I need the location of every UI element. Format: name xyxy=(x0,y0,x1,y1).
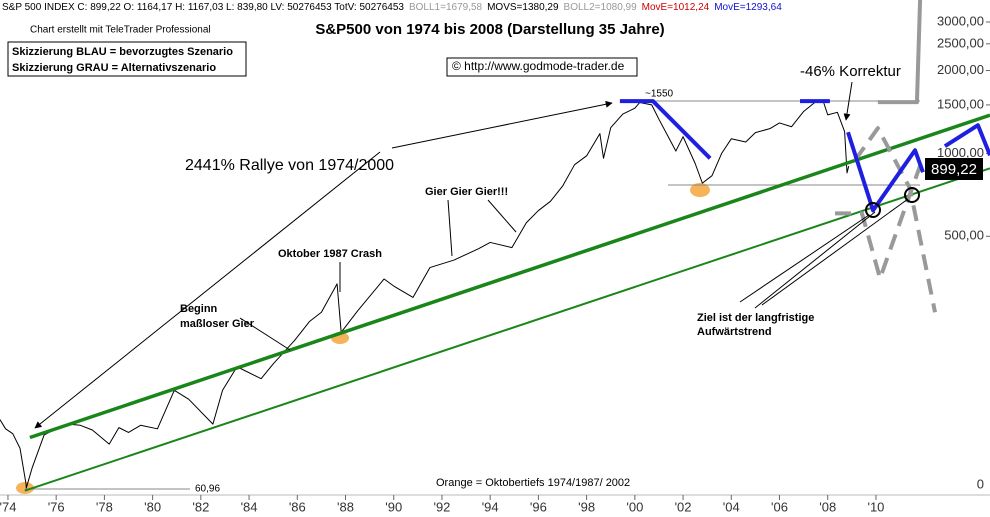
x-tick-label: '00 xyxy=(626,499,643,514)
x-tick-label: '82 xyxy=(192,499,209,514)
credit: Chart erstellt mit TeleTrader Profession… xyxy=(30,25,211,36)
x-tick-label: '04 xyxy=(723,499,740,514)
y-tick-label: 1500,00 xyxy=(937,96,984,111)
october-low-marker xyxy=(16,482,34,494)
pointer-line xyxy=(447,199,453,257)
x-tick-label: '88 xyxy=(337,499,354,514)
x-tick-label: '78 xyxy=(96,499,113,514)
annotation: Orange = Oktobertiefs 1974/1987/ 2002 xyxy=(436,477,630,489)
annotation: -46% Korrektur xyxy=(800,63,901,80)
pointer-line xyxy=(739,214,870,303)
target-circle xyxy=(904,187,920,203)
x-tick-label: '10 xyxy=(867,499,884,514)
x-tick-label: '08 xyxy=(819,499,836,514)
x-tick-label: '74 xyxy=(0,499,16,514)
y-floor-label: 0 xyxy=(977,476,984,491)
y-tick-label: 3000,00 xyxy=(937,13,984,28)
series-line xyxy=(0,99,850,489)
arrow xyxy=(843,81,853,121)
header-item: BOLL1=1679,58 xyxy=(409,2,483,13)
pointer-line xyxy=(487,199,517,233)
arrow xyxy=(391,100,613,149)
header-item: S&P 500 INDEX C: 899,22 O: 1164,17 H: 11… xyxy=(2,2,404,13)
chart-title: S&P500 von 1974 bis 2008 (Darstellung 35… xyxy=(315,21,664,38)
legend-entry: Skizzierung GRAU = Alternativszenario xyxy=(12,62,216,74)
series-line xyxy=(29,113,990,440)
x-tick-label: '92 xyxy=(433,499,450,514)
pointer-line xyxy=(754,211,876,309)
low-label: 60,96 xyxy=(195,484,220,495)
pointer-line xyxy=(761,198,909,306)
x-tick-label: '02 xyxy=(675,499,692,514)
x-tick-label: '76 xyxy=(48,499,65,514)
y-tick-label: 2000,00 xyxy=(937,62,984,77)
header-item: MOVS=1380,29 xyxy=(487,2,559,13)
annotation: Oktober 1987 Crash xyxy=(278,248,382,260)
y-tick-label: 2500,00 xyxy=(937,35,984,50)
x-tick-label: '90 xyxy=(385,499,402,514)
x-tick-label: '06 xyxy=(771,499,788,514)
header-line: S&P 500 INDEX C: 899,22 O: 1164,17 H: 11… xyxy=(2,2,782,13)
x-tick-label: '96 xyxy=(530,499,547,514)
layout-over xyxy=(7,41,983,429)
last-value-box xyxy=(925,158,983,180)
october-low-marker xyxy=(690,183,710,197)
x-tick-label: '86 xyxy=(289,499,306,514)
series-line xyxy=(877,0,923,105)
y-tick-label: 500,00 xyxy=(944,228,984,243)
series-line xyxy=(834,126,937,313)
copyright-box xyxy=(446,57,638,77)
target-circle xyxy=(865,202,881,218)
series-line xyxy=(24,167,990,492)
x-tick-label: '94 xyxy=(482,499,499,514)
x-tick-label: '98 xyxy=(578,499,595,514)
annotation: Gier Gier Gier!!! xyxy=(425,186,508,198)
annotation: Aufwärtstrend xyxy=(697,326,772,338)
series-line xyxy=(619,99,990,213)
plot xyxy=(0,0,990,500)
x-tick-label: '84 xyxy=(241,499,258,514)
legend-box xyxy=(7,41,247,77)
annotation: maßloser Gier xyxy=(180,318,255,330)
legend-entry: Skizzierung BLAU = bevorzugtes Szenario xyxy=(12,46,233,58)
annotation: Beginn xyxy=(180,303,218,315)
x-tick-label: '80 xyxy=(144,499,161,514)
pointer-line xyxy=(239,317,291,351)
peak-label: ~1550 xyxy=(645,89,674,100)
header-item: BOLL2=1080,99 xyxy=(564,2,638,13)
annotation: Ziel ist der langfristige xyxy=(697,312,814,324)
y-tick-label: 1000,00 xyxy=(937,145,984,160)
copyright: © http://www.godmode-trader.de xyxy=(452,59,625,73)
header-item: MovE=1293,64 xyxy=(714,2,782,13)
annotation: 2441% Rallye von 1974/2000 xyxy=(185,157,394,174)
last-value-label: 899,22 xyxy=(931,161,977,178)
arrow xyxy=(34,151,381,429)
header-item: MovE=1012,24 xyxy=(642,2,710,13)
